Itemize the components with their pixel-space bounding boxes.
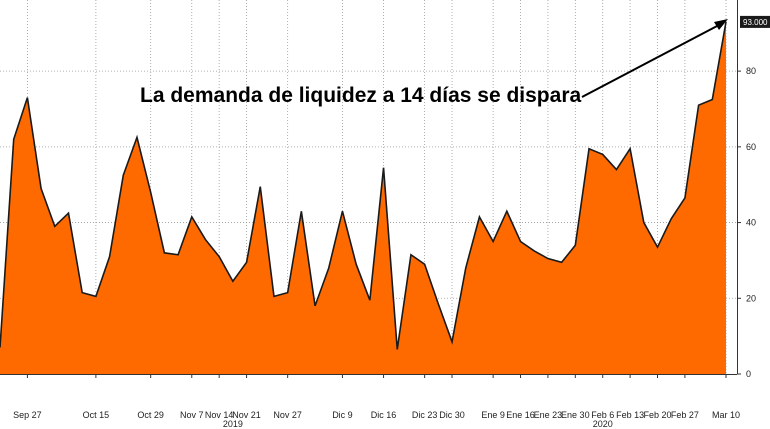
y-tick-label: 40 [746,218,756,228]
x-tick-label: Ene 9 [481,410,505,420]
x-tick-label: Sep 27 [13,410,42,420]
x-tick-label: Feb 20 [643,410,671,420]
x-tick-label: Ene 16 [506,410,535,420]
year-label: 2019 [223,419,243,429]
x-tick-label: Nov 27 [273,410,302,420]
y-axis-ticks: 0 20 40 60 80 [737,66,756,379]
y-tick-label: 60 [746,142,756,152]
last-value-box [740,15,770,28]
x-tick-label: Feb 6 [591,410,614,420]
x-tick-label: Nov 7 [180,410,204,420]
year-label: 2020 [593,419,613,429]
year-labels: 2019 2020 [223,419,613,429]
series-line [0,21,727,350]
x-tick-label: Oct 29 [137,410,164,420]
y-tick-label: 20 [746,293,756,303]
series-area [0,21,726,375]
x-tick-label: Feb 27 [671,410,699,420]
x-tick-label: Dic 23 [412,410,438,420]
y-tick-label: 80 [746,66,756,76]
annotation-arrow-head [714,19,728,30]
x-tick-label: Dic 9 [332,410,353,420]
x-tick-label: Ene 23 [534,410,563,420]
x-tick-label: Dic 30 [439,410,465,420]
chart-annotation: La demanda de liquidez a 14 días se disp… [140,84,581,107]
x-tick-label: Feb 13 [616,410,644,420]
x-tick-label: Oct 15 [83,410,110,420]
x-tick-label: Nov 21 [232,410,261,420]
x-tick-label: Dic 16 [371,410,397,420]
last-value-label: 93.000 [740,15,770,28]
last-value-text: 93.000 [743,18,768,27]
y-tick-label: 0 [746,369,751,379]
x-tick-label: Ene 30 [561,410,590,420]
x-tick-label: Nov 14 [205,410,234,420]
x-tick-label: Mar 10 [712,410,740,420]
annotation-arrow-line [581,24,720,98]
